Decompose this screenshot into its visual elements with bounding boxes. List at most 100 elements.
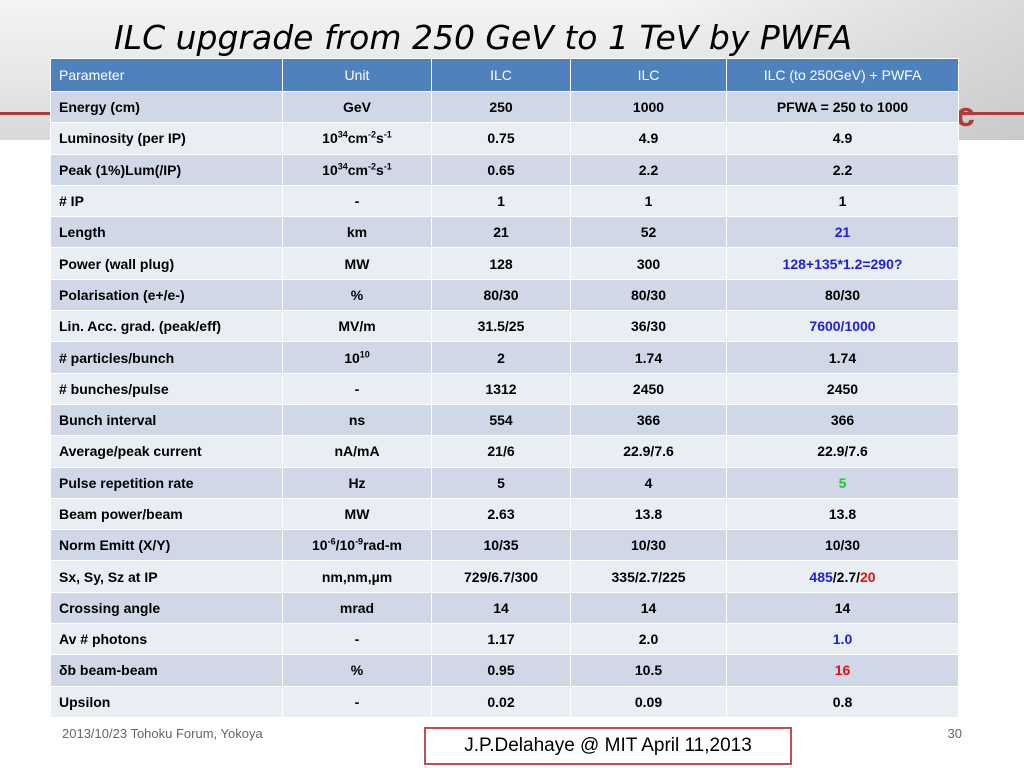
ilc-250-cell: 31.5/25 <box>431 310 571 343</box>
param-cell: Upsilon <box>50 685 283 718</box>
ilc-250-cell: 128 <box>431 247 571 280</box>
header-ilc-1000: ILC <box>570 58 727 92</box>
parameter-table: Parameter Unit ILC ILC ILC (to 250GeV) +… <box>50 58 959 718</box>
param-cell: Beam power/beam <box>50 497 283 531</box>
pwfa-cell: 485/2.7/20 <box>726 560 959 593</box>
pwfa-cell: 10/30 <box>726 529 959 562</box>
pwfa-cell: 80/30 <box>726 278 959 312</box>
unit-cell: nA/mA <box>282 435 432 468</box>
unit-cell: - <box>282 623 432 656</box>
ilc-1000-cell: 1 <box>570 184 727 218</box>
logo-fragment: c <box>956 96 975 134</box>
ilc-250-cell: 1.17 <box>431 623 571 656</box>
table-row: # particles/bunch 1010 2 1.74 1.74 <box>50 341 959 374</box>
slide-title: ILC upgrade from 250 GeV to 1 TeV by PWF… <box>113 18 853 57</box>
ilc-250-cell: 2.63 <box>431 497 571 531</box>
ilc-1000-cell: 335/2.7/225 <box>570 560 727 593</box>
ilc-1000-cell: 300 <box>570 247 727 280</box>
pwfa-cell: 21 <box>726 216 959 249</box>
table-row: Luminosity (per IP) 1034cm-2s-1 0.75 4.9… <box>50 122 959 155</box>
table-row: Power (wall plug) MW 128 300 128+135*1.2… <box>50 247 959 280</box>
ilc-1000-cell: 22.9/7.6 <box>570 435 727 468</box>
ilc-250-cell: 0.02 <box>431 685 571 718</box>
unit-cell: - <box>282 685 432 718</box>
unit-cell: nm,nm,µm <box>282 560 432 593</box>
header-ilc-250: ILC <box>431 58 571 92</box>
table-row: δb beam-beam % 0.95 10.5 16 <box>50 654 959 687</box>
table-row: Upsilon - 0.02 0.09 0.8 <box>50 685 959 718</box>
param-cell: # particles/bunch <box>50 341 283 374</box>
table-row: # IP - 1 1 1 <box>50 184 959 218</box>
header-parameter: Parameter <box>50 58 283 92</box>
pwfa-cell: PFWA = 250 to 1000 <box>726 90 959 124</box>
table-row: Peak (1%)Lum(/IP) 1034cm-2s-1 0.65 2.2 2… <box>50 153 959 186</box>
param-cell: Polarisation (e+/e-) <box>50 278 283 312</box>
param-cell: Power (wall plug) <box>50 247 283 280</box>
param-cell: Av # photons <box>50 623 283 656</box>
table-row: Average/peak current nA/mA 21/6 22.9/7.6… <box>50 435 959 468</box>
footer-attribution-box: J.P.Delahaye @ MIT April 11,2013 <box>424 727 792 765</box>
pwfa-cell: 16 <box>726 654 959 687</box>
unit-cell: ns <box>282 403 432 437</box>
unit-cell: % <box>282 654 432 687</box>
ilc-1000-cell: 14 <box>570 591 727 625</box>
param-cell: Sx, Sy, Sz at IP <box>50 560 283 593</box>
ilc-250-cell: 10/35 <box>431 529 571 562</box>
pwfa-cell: 7600/1000 <box>726 310 959 343</box>
header-unit: Unit <box>282 58 432 92</box>
table-row: Polarisation (e+/e-) % 80/30 80/30 80/30 <box>50 278 959 312</box>
table-row: Pulse repetition rate Hz 5 4 5 <box>50 466 959 499</box>
ilc-250-cell: 80/30 <box>431 278 571 312</box>
param-cell: Luminosity (per IP) <box>50 122 283 155</box>
unit-cell: MV/m <box>282 310 432 343</box>
ilc-1000-cell: 4.9 <box>570 122 727 155</box>
table-row: Sx, Sy, Sz at IP nm,nm,µm 729/6.7/300 33… <box>50 560 959 593</box>
ilc-250-cell: 0.65 <box>431 153 571 186</box>
table-row: # bunches/pulse - 1312 2450 2450 <box>50 372 959 405</box>
pwfa-cell: 0.8 <box>726 685 959 718</box>
pwfa-cell: 128+135*1.2=290? <box>726 247 959 280</box>
ilc-250-cell: 0.95 <box>431 654 571 687</box>
param-cell: Lin. Acc. grad. (peak/eff) <box>50 310 283 343</box>
header-ilc-pwfa: ILC (to 250GeV) + PWFA <box>726 58 959 92</box>
table-row: Beam power/beam MW 2.63 13.8 13.8 <box>50 497 959 531</box>
table-row: Energy (cm) GeV 250 1000 PFWA = 250 to 1… <box>50 90 959 124</box>
unit-cell: 1010 <box>282 341 432 374</box>
ilc-250-cell: 5 <box>431 466 571 499</box>
ilc-1000-cell: 1000 <box>570 90 727 124</box>
pwfa-cell: 2.2 <box>726 153 959 186</box>
table-row: Lin. Acc. grad. (peak/eff) MV/m 31.5/25 … <box>50 310 959 343</box>
table-row: Length km 21 52 21 <box>50 216 959 249</box>
ilc-1000-cell: 2450 <box>570 372 727 405</box>
param-cell: Bunch interval <box>50 403 283 437</box>
ilc-1000-cell: 366 <box>570 403 727 437</box>
unit-cell: - <box>282 372 432 405</box>
param-cell: Pulse repetition rate <box>50 466 283 499</box>
unit-cell: 1034cm-2s-1 <box>282 153 432 186</box>
param-cell: Energy (cm) <box>50 90 283 124</box>
table-row: Av # photons - 1.17 2.0 1.0 <box>50 623 959 656</box>
ilc-250-cell: 2 <box>431 341 571 374</box>
ilc-1000-cell: 1.74 <box>570 341 727 374</box>
ilc-1000-cell: 80/30 <box>570 278 727 312</box>
ilc-250-cell: 0.75 <box>431 122 571 155</box>
ilc-1000-cell: 10.5 <box>570 654 727 687</box>
ilc-1000-cell: 0.09 <box>570 685 727 718</box>
ilc-250-cell: 1312 <box>431 372 571 405</box>
unit-cell: 10-6/10-9rad-m <box>282 529 432 562</box>
ilc-250-cell: 21/6 <box>431 435 571 468</box>
unit-cell: GeV <box>282 90 432 124</box>
pwfa-cell: 1.0 <box>726 623 959 656</box>
pwfa-cell: 14 <box>726 591 959 625</box>
table-row: Bunch interval ns 554 366 366 <box>50 403 959 437</box>
unit-cell: mrad <box>282 591 432 625</box>
pwfa-cell: 1.74 <box>726 341 959 374</box>
ilc-250-cell: 729/6.7/300 <box>431 560 571 593</box>
param-cell: Length <box>50 216 283 249</box>
ilc-1000-cell: 36/30 <box>570 310 727 343</box>
ilc-250-cell: 21 <box>431 216 571 249</box>
unit-cell: - <box>282 184 432 218</box>
ilc-1000-cell: 4 <box>570 466 727 499</box>
ilc-250-cell: 1 <box>431 184 571 218</box>
ilc-250-cell: 554 <box>431 403 571 437</box>
